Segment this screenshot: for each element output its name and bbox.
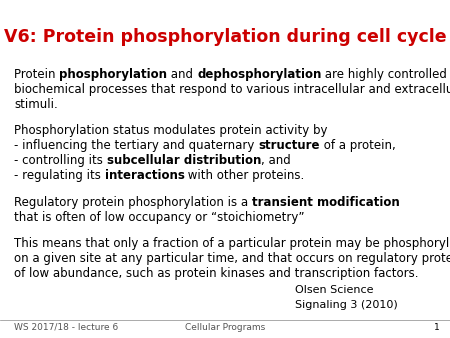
- Text: Signaling 3 (2010): Signaling 3 (2010): [295, 300, 398, 310]
- Text: WS 2017/18 - lecture 6: WS 2017/18 - lecture 6: [14, 323, 118, 332]
- Text: transient modification: transient modification: [252, 196, 400, 209]
- Text: 1: 1: [434, 323, 440, 332]
- Text: Phosphorylation status modulates protein activity by: Phosphorylation status modulates protein…: [14, 124, 328, 137]
- Text: This means that only a fraction of a particular protein may be phosphorylated: This means that only a fraction of a par…: [14, 237, 450, 250]
- Text: that is often of low occupancy or “stoichiometry”: that is often of low occupancy or “stoic…: [14, 211, 305, 224]
- Text: Cellular Programs: Cellular Programs: [185, 323, 265, 332]
- Text: V6: Protein phosphorylation during cell cycle: V6: Protein phosphorylation during cell …: [4, 28, 446, 46]
- Text: are highly controlled: are highly controlled: [321, 68, 447, 81]
- Text: and: and: [167, 68, 197, 81]
- Text: phosphorylation: phosphorylation: [59, 68, 167, 81]
- Text: Olsen Science: Olsen Science: [295, 285, 373, 295]
- Text: , and: , and: [261, 154, 291, 167]
- Text: Protein: Protein: [14, 68, 59, 81]
- Text: with other proteins.: with other proteins.: [184, 169, 305, 182]
- Text: structure: structure: [258, 139, 319, 152]
- Text: - controlling its: - controlling its: [14, 154, 107, 167]
- Text: stimuli.: stimuli.: [14, 98, 58, 111]
- Text: of a protein,: of a protein,: [320, 139, 396, 152]
- Text: interactions: interactions: [104, 169, 184, 182]
- Text: - influencing the tertiary and quaternary: - influencing the tertiary and quaternar…: [14, 139, 258, 152]
- Text: - regulating its: - regulating its: [14, 169, 104, 182]
- Text: subcellular distribution: subcellular distribution: [107, 154, 261, 167]
- Text: of low abundance, such as protein kinases and transcription factors.: of low abundance, such as protein kinase…: [14, 267, 418, 280]
- Text: on a given site at any particular time, and that occurs on regulatory proteins: on a given site at any particular time, …: [14, 252, 450, 265]
- Text: Regulatory protein phosphorylation is a: Regulatory protein phosphorylation is a: [14, 196, 252, 209]
- Text: biochemical processes that respond to various intracellular and extracellular: biochemical processes that respond to va…: [14, 83, 450, 96]
- Text: dephosphorylation: dephosphorylation: [197, 68, 321, 81]
